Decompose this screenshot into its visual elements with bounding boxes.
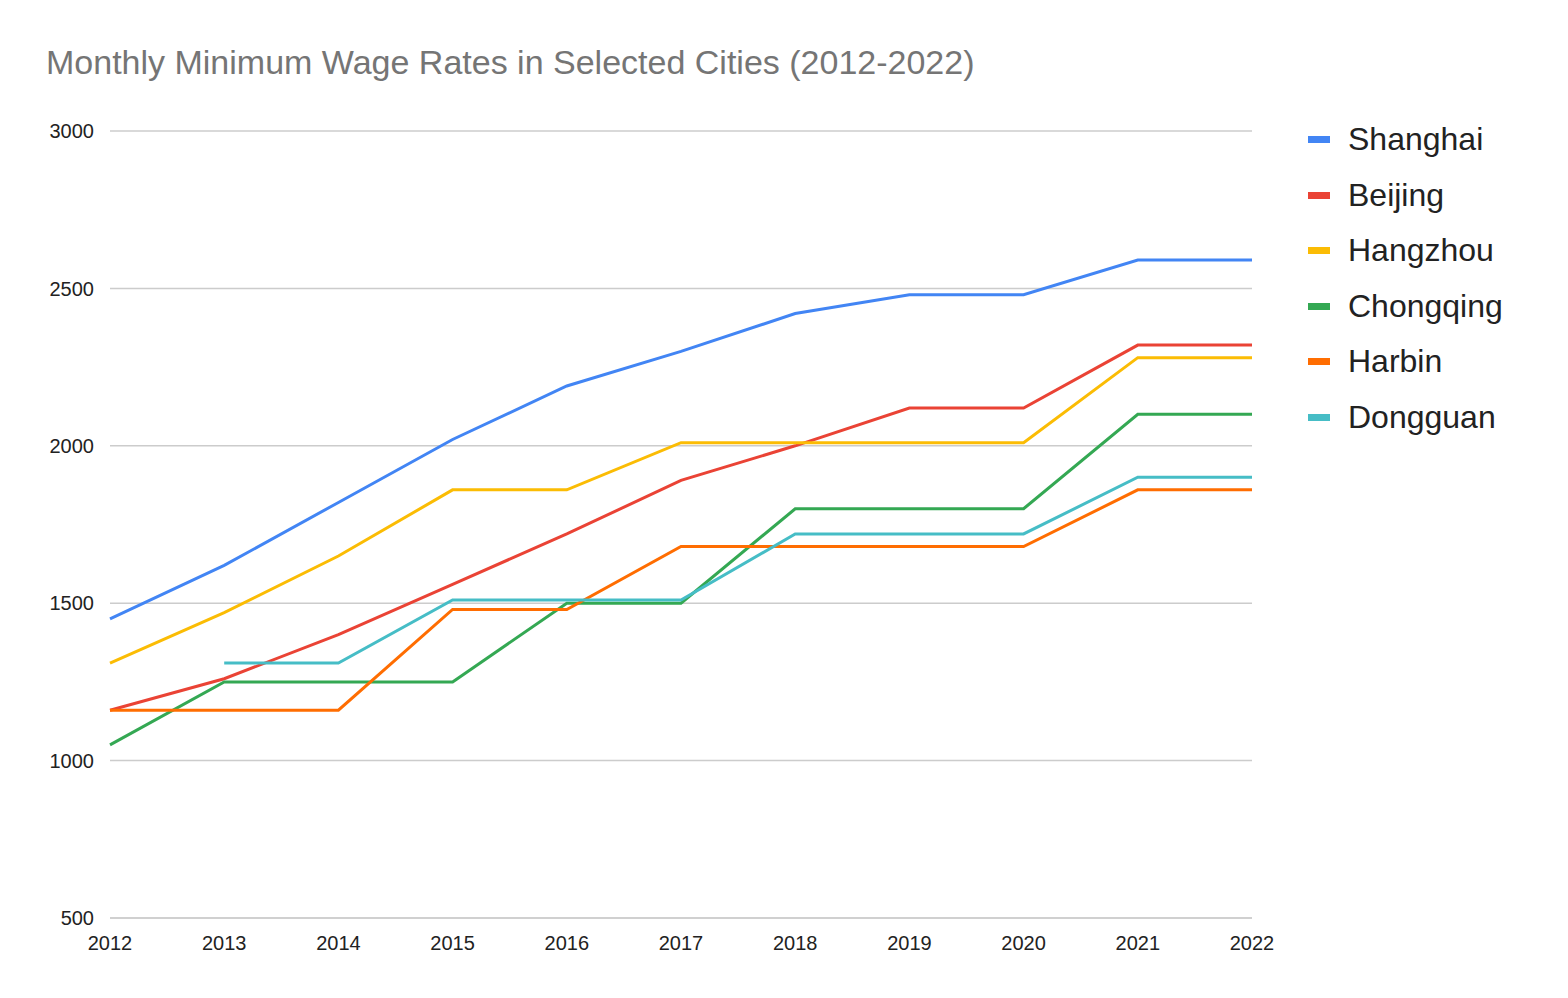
svg-text:2014: 2014	[316, 932, 361, 954]
svg-text:2500: 2500	[50, 278, 95, 300]
svg-text:2013: 2013	[202, 932, 247, 954]
svg-text:2000: 2000	[50, 435, 95, 457]
svg-text:2012: 2012	[88, 932, 133, 954]
html-text:Dongguan: Dongguan	[1348, 398, 1496, 435]
svg-text:2015: 2015	[430, 932, 475, 954]
html-text:Hangzhou: Hangzhou	[1348, 232, 1494, 269]
html-text:Chongqing: Chongqing	[1348, 287, 1503, 324]
svg-text:2018: 2018	[773, 932, 818, 954]
svg-text:1500: 1500	[50, 592, 95, 614]
svg-text:500: 500	[61, 907, 94, 929]
html-text:Beijing: Beijing	[1348, 176, 1445, 213]
svg-text:1000: 1000	[50, 750, 95, 772]
svg-text:2019: 2019	[887, 932, 932, 954]
svg-text:2016: 2016	[545, 932, 590, 954]
html-text:Shanghai: Shanghai	[1348, 121, 1484, 158]
svg-text:3000: 3000	[50, 120, 95, 142]
html-text:Monthly Minimum Wage Rates in: Monthly Minimum Wage Rates in Selected C…	[46, 43, 975, 81]
svg-text:2021: 2021	[1116, 932, 1161, 954]
svg-text:2020: 2020	[1001, 932, 1046, 954]
svg-text:2017: 2017	[659, 932, 704, 954]
html-text:Harbin: Harbin	[1348, 343, 1443, 380]
svg-text:2022: 2022	[1230, 932, 1275, 954]
